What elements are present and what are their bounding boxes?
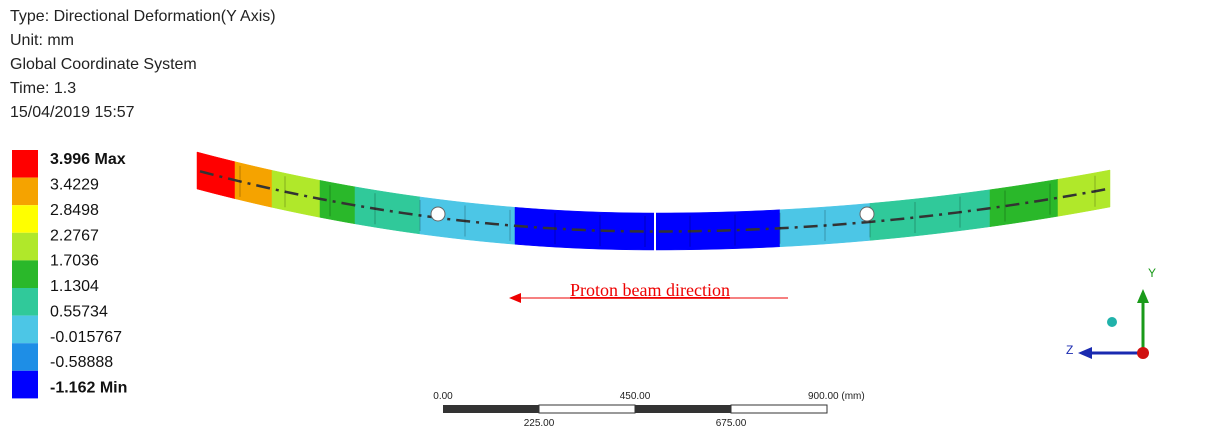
scale-label: 450.00 [620,391,651,402]
scale-segment [635,405,731,413]
legend-label: 2.2767 [50,227,99,244]
z-axis-head [1078,347,1092,359]
legend-label: -0.015767 [50,329,122,346]
header-line: 15/04/2019 15:57 [10,104,135,121]
legend-swatch [12,260,38,288]
legend-swatch [12,315,38,344]
y-axis-head [1137,289,1149,303]
beam-segment [196,151,236,200]
header-line: Time: 1.3 [10,80,76,97]
beam-segment [234,161,273,208]
legend-swatch [12,177,38,206]
legend-swatch [12,370,38,399]
legend-label: 1.7036 [50,253,99,270]
header-line: Global Coordinate System [10,56,197,73]
y-label: Y [1148,266,1156,280]
beam-arrow-head [509,293,521,303]
legend-swatch [12,343,38,371]
legend-swatch [12,288,38,316]
beam-segment [319,180,356,225]
scale-label: 900.00 (mm) [808,391,865,402]
legend-swatch [12,150,38,178]
legend-label: 3.996 Max [50,151,126,168]
beam-segment [299,176,321,218]
legend-swatch [12,232,38,261]
z-label: Z [1066,343,1073,357]
scale-bar: 0.00 450.00 900.00 (mm) 225.00 675.00 [433,391,864,429]
scale-segment [538,404,636,414]
legend-label: -0.58888 [50,354,113,371]
legend-label: 2.8498 [50,202,99,219]
legend-label: 0.55734 [50,303,108,320]
hole [859,206,875,222]
legend-label: 3.4229 [50,177,99,194]
beam-segment [989,178,1059,227]
iso-sphere [1107,317,1117,327]
scale-segment [730,404,828,414]
scale-segment [443,405,539,413]
scale-label: 675.00 [716,418,747,429]
legend: 3.996 Max 3.4229 2.8498 2.2767 1.7036 1.1304 0… [12,150,127,399]
annotation: Proton beam direction [570,280,730,300]
beam [196,151,1111,251]
legend-swatch [12,205,38,233]
hole [430,206,446,222]
scale-label: 225.00 [524,418,555,429]
beam-segment [354,186,421,235]
x-axis-dot [1137,347,1149,359]
header-line: Type: Directional Deformation(Y Axis) [10,8,276,25]
scale-label: 0.00 [433,391,453,402]
beam-centerline [199,170,1107,233]
header-line: Unit: mm [10,32,74,49]
legend-label: 1.1304 [50,278,99,295]
axis-triad: Y Z [1066,266,1156,359]
legend-label: -1.162 Min [50,380,127,397]
